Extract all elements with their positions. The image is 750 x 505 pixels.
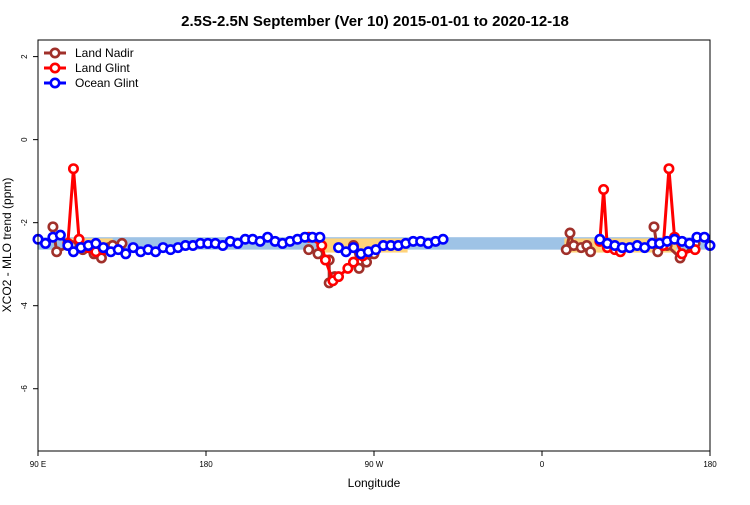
land-nadir-point xyxy=(303,244,315,256)
axes-layer: 90 E 180 90 W 0 180 2 0 -2 -4 -6 xyxy=(20,54,717,469)
chart-title: 2.5S-2.5N September (Ver 10) 2015-01-01 … xyxy=(181,13,569,30)
land-nadir-point xyxy=(648,221,660,233)
legend-item-land-glint: Land Glint xyxy=(44,61,130,75)
legend-label: Land Nadir xyxy=(75,46,134,60)
land-glint-point xyxy=(663,163,675,175)
land-glint-point xyxy=(676,248,688,260)
y-tick-label: 0 xyxy=(20,137,29,142)
ocean-glint-point xyxy=(54,229,66,241)
land-nadir-point xyxy=(564,227,576,239)
y-tick-label: -2 xyxy=(20,219,29,227)
land-nadir-point xyxy=(585,246,597,258)
series-layer xyxy=(32,163,716,289)
x-tick-label: 180 xyxy=(703,460,717,469)
x-tick-label: 180 xyxy=(199,460,213,469)
ocean-glint-point xyxy=(347,242,359,254)
legend-label: Ocean Glint xyxy=(75,76,139,90)
legend-marker xyxy=(49,62,61,74)
legend-item-ocean-glint: Ocean Glint xyxy=(44,76,139,90)
land-glint-point xyxy=(347,256,359,268)
plot-frame xyxy=(37,39,711,452)
land-nadir-point xyxy=(312,248,324,260)
y-tick-label: -4 xyxy=(20,302,29,310)
x-tick-label: 90 W xyxy=(365,460,384,469)
x-tick-label: 90 E xyxy=(30,460,46,469)
x-tick-label: 0 xyxy=(540,460,545,469)
series-land-glint xyxy=(62,163,701,287)
land-glint-point xyxy=(319,254,331,266)
ocean-glint-point xyxy=(683,237,695,249)
land-glint-point xyxy=(333,271,345,283)
y-tick-label: -6 xyxy=(20,385,29,393)
ocean-glint-point xyxy=(39,237,51,249)
ocean-glint-point xyxy=(120,248,132,260)
legend-marker xyxy=(49,77,61,89)
legend-item-land-nadir: Land Nadir xyxy=(44,46,134,60)
y-axis-label: XCO2 - MLO trend (ppm) xyxy=(0,178,14,313)
ocean-glint-point xyxy=(314,231,326,243)
y-tick-label: 2 xyxy=(20,54,29,59)
x-axis-label: Longitude xyxy=(348,476,401,490)
land-glint-point xyxy=(67,163,79,175)
legend-label: Land Glint xyxy=(75,61,130,75)
legend-marker xyxy=(49,47,61,59)
ocean-glint-point xyxy=(698,231,710,243)
land-nadir-point xyxy=(47,221,59,233)
ocean-glint-point xyxy=(437,233,449,245)
land-glint-point xyxy=(598,183,610,195)
land-nadir-point xyxy=(51,246,63,258)
